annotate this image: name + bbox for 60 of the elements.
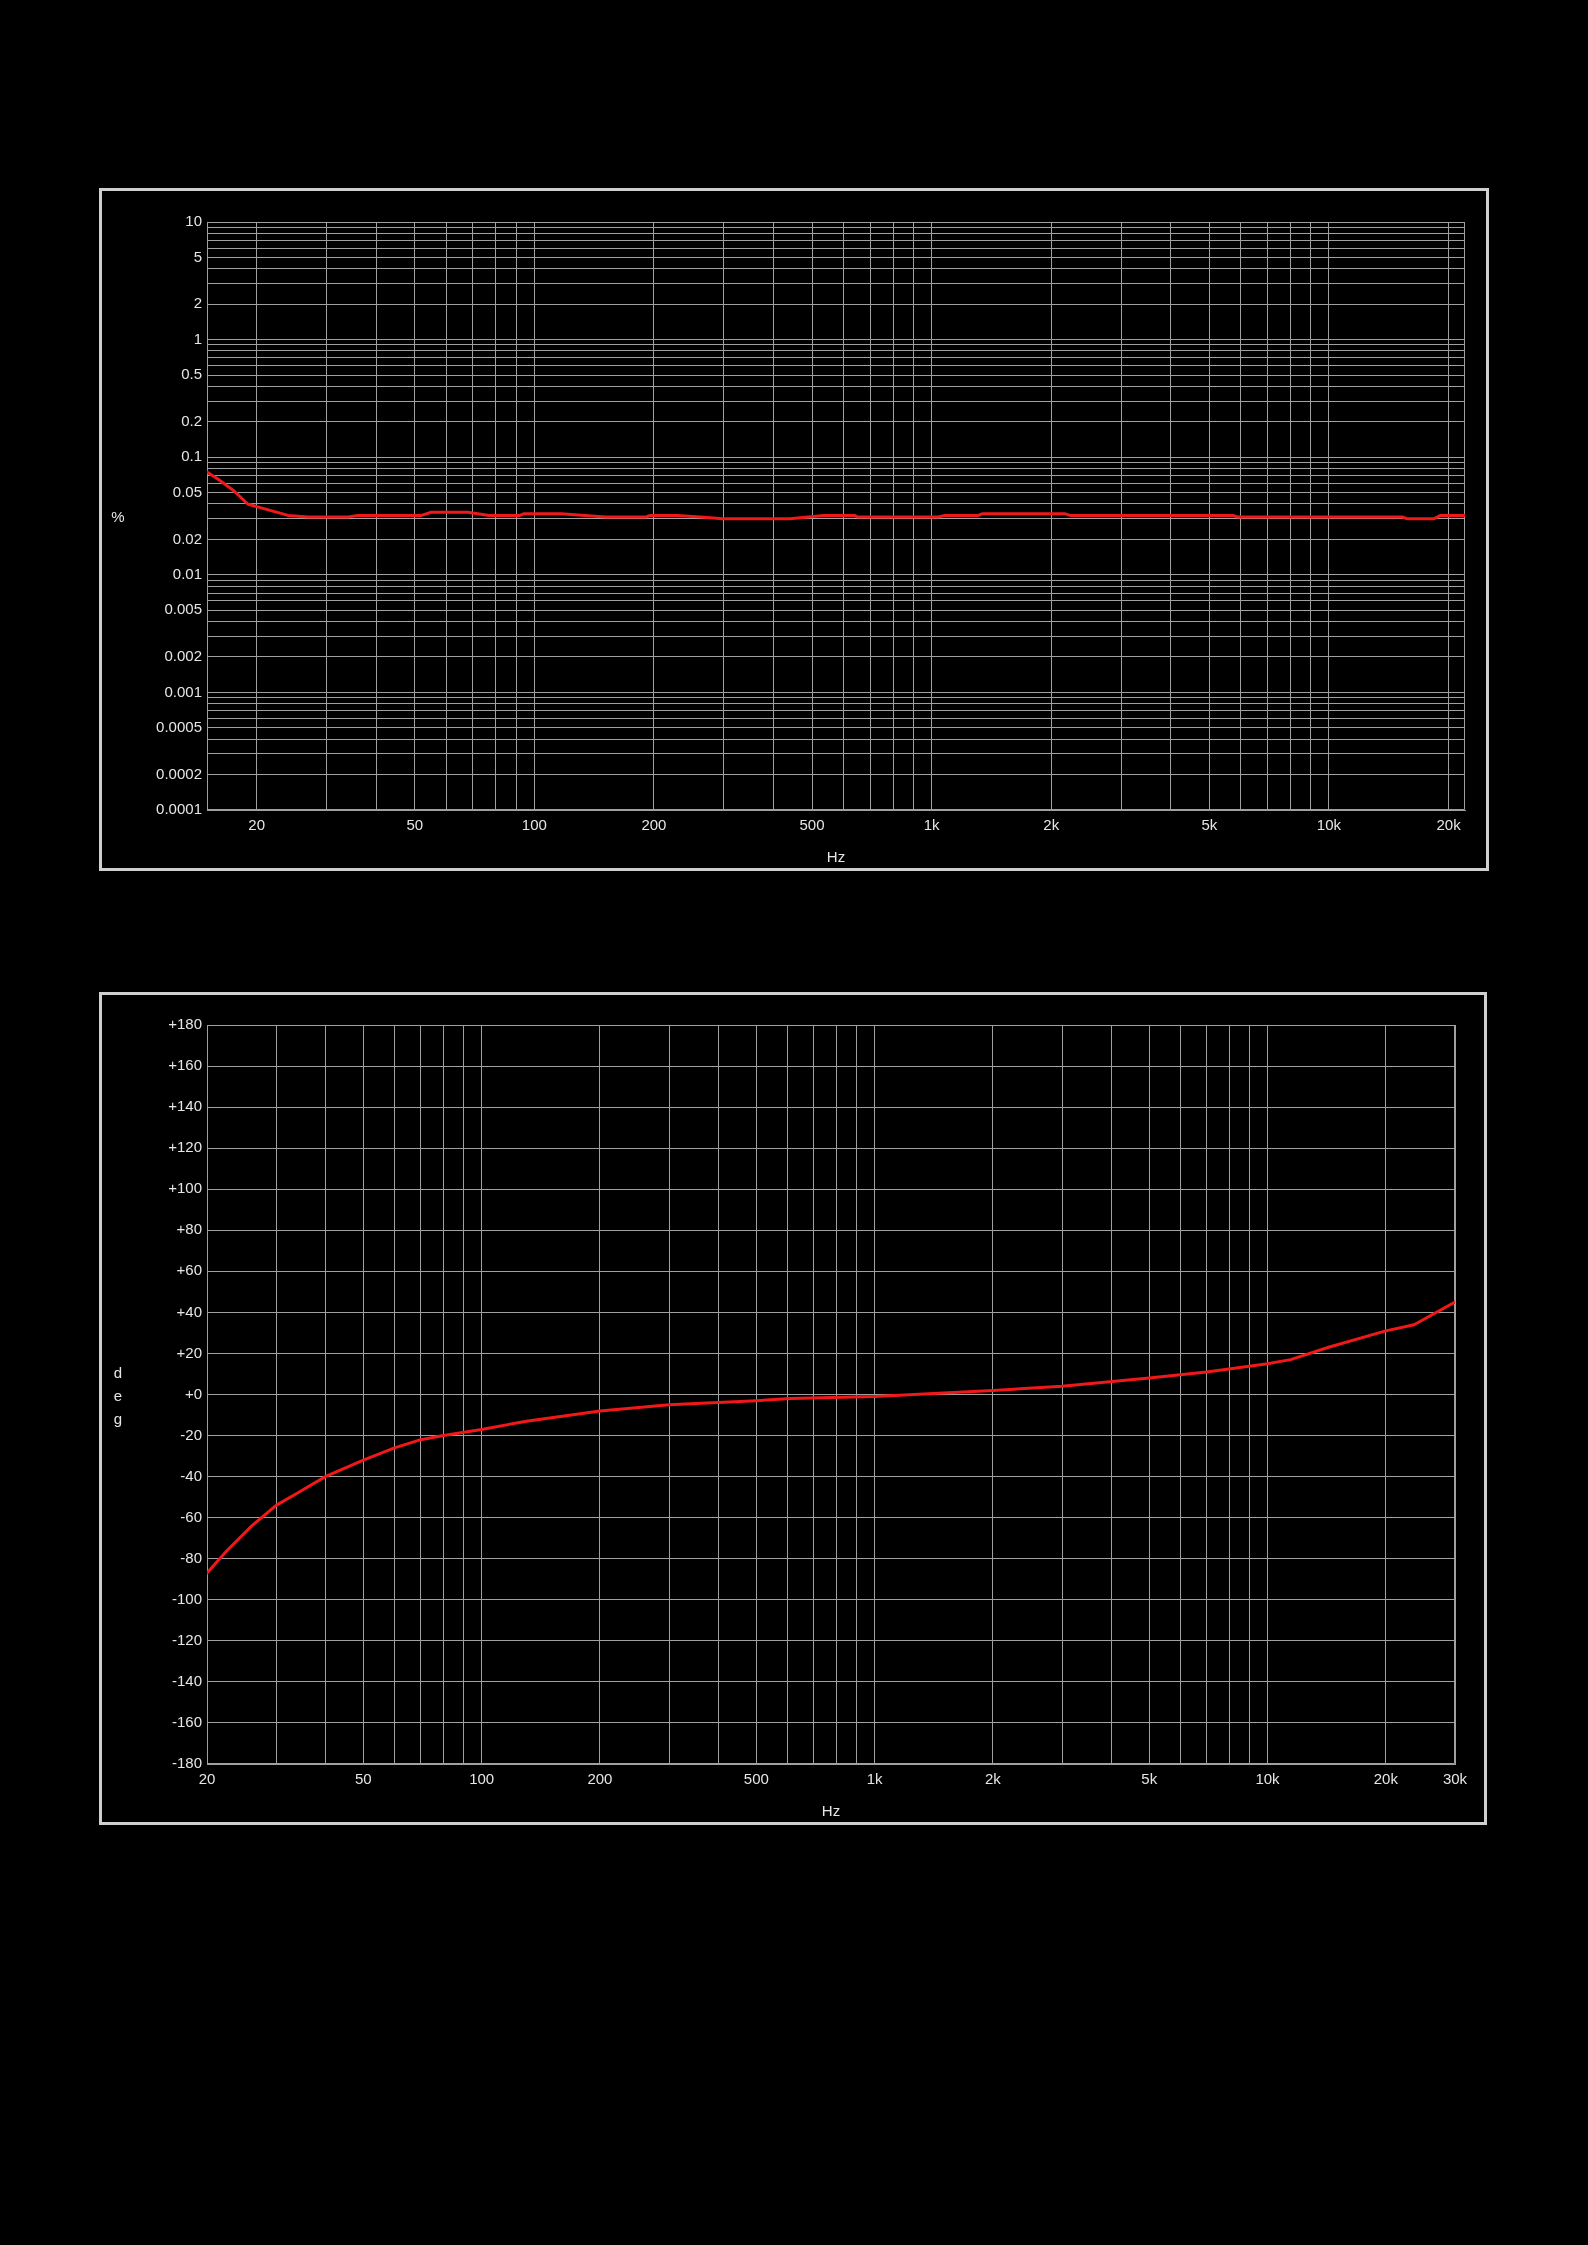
x-tick-label: 20	[198, 1770, 216, 1788]
y-tick-label: 10	[185, 212, 202, 230]
x-tick-label: 50	[355, 1770, 372, 1788]
x-tick-label: 1k	[923, 816, 941, 834]
y-tick-label: -60	[180, 1507, 202, 1525]
y-tick-label: 0.0005	[156, 717, 202, 735]
x-tick-label: 20k	[1436, 816, 1462, 834]
y-tick-label: 0.2	[181, 411, 202, 429]
x-tick-label: 2k	[984, 1770, 1002, 1788]
y-tick-label: 0.02	[172, 529, 202, 547]
y-axis-title: %	[111, 507, 125, 525]
y-tick-label: 0.05	[172, 482, 202, 500]
y-tick-label: 2	[193, 294, 202, 312]
y-tick-label: -20	[180, 1425, 202, 1443]
x-tick-label: 100	[521, 816, 547, 834]
x-tick-label: 200	[587, 1770, 613, 1788]
x-tick-label: 20k	[1373, 1770, 1399, 1788]
y-tick-label: +80	[176, 1220, 202, 1238]
x-tick-label: 30k	[1442, 1770, 1468, 1788]
y-tick-label: 1	[193, 329, 202, 347]
y-axis-title: deg	[113, 1362, 123, 1429]
x-tick-label: 2k	[1043, 816, 1060, 834]
x-tick-label: 1k	[866, 1770, 884, 1788]
x-tick-label: 10k	[1316, 816, 1342, 834]
y-tick-label: -80	[180, 1548, 202, 1566]
y-tick-label: 0.002	[164, 647, 202, 665]
y-tick-label: 0.0001	[156, 800, 202, 818]
x-tick-label: 20	[248, 816, 265, 834]
x-tick-label: 5k	[1201, 816, 1218, 834]
y-tick-label: -160	[171, 1713, 202, 1731]
y-tick-label: 0.0002	[156, 764, 202, 782]
y-tick-label: +160	[168, 1056, 202, 1074]
x-axis-title: Hz	[826, 847, 846, 865]
y-tick-label: -120	[171, 1630, 202, 1648]
y-tick-label: -40	[180, 1466, 202, 1484]
y-tick-label: +100	[168, 1179, 202, 1197]
y-tick-label: +120	[168, 1138, 202, 1156]
y-tick-label: +20	[176, 1343, 202, 1361]
y-tick-label: +140	[168, 1097, 202, 1115]
y-tick-label: +0	[184, 1384, 202, 1402]
y-tick-label: 0.5	[181, 365, 202, 383]
x-tick-label: 500	[799, 816, 825, 834]
x-tick-label: 200	[641, 816, 667, 834]
y-tick-label: -140	[171, 1672, 202, 1690]
y-tick-label: +40	[176, 1302, 202, 1320]
x-tick-label: 100	[469, 1770, 495, 1788]
y-tick-label: 0.01	[172, 564, 202, 582]
y-tick-label: +180	[168, 1015, 202, 1033]
y-tick-label: -100	[171, 1589, 202, 1607]
x-tick-label: 50	[406, 816, 424, 834]
y-tick-label: 0.005	[164, 600, 202, 618]
x-axis-title: Hz	[821, 1801, 841, 1819]
y-tick-label: -180	[171, 1754, 202, 1772]
x-tick-label: 500	[743, 1770, 769, 1788]
y-tick-label: +60	[176, 1261, 202, 1279]
x-tick-label: 5k	[1141, 1770, 1158, 1788]
y-tick-label: 5	[193, 247, 202, 265]
x-tick-label: 10k	[1255, 1770, 1281, 1788]
y-tick-label: 0.1	[181, 447, 202, 465]
y-tick-label: 0.001	[164, 682, 202, 700]
